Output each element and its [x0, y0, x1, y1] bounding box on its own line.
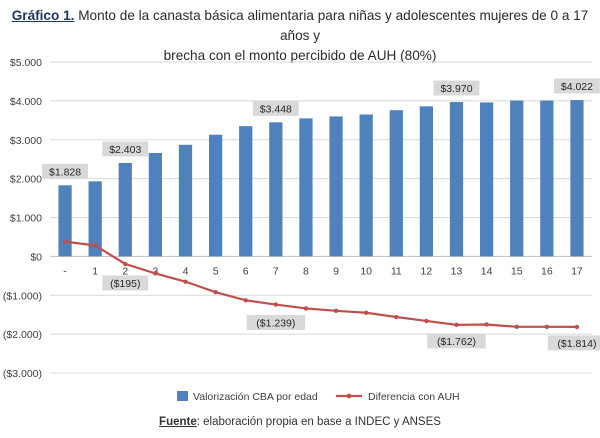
line-point — [153, 271, 158, 276]
y-tick-label: $5.000 — [10, 57, 42, 69]
data-label-bg — [547, 335, 600, 351]
data-label-bg — [102, 275, 149, 291]
x-tick-label: 16 — [541, 265, 553, 277]
x-tick-label: 15 — [511, 265, 523, 277]
line-point — [544, 324, 550, 330]
bar — [329, 116, 343, 257]
x-tick-label: 7 — [273, 265, 279, 277]
line-point — [273, 302, 279, 307]
data-label: $3.448 — [260, 103, 292, 115]
chart-title: Gráfico 1. Monto de la canasta básica al… — [0, 6, 600, 66]
source-label: Fuente — [159, 416, 197, 428]
y-tick-label: $4.000 — [10, 96, 42, 108]
data-label: ($195) — [110, 278, 140, 290]
bar — [178, 144, 193, 257]
bar — [419, 106, 434, 257]
bar — [239, 126, 253, 257]
line-point — [62, 239, 68, 244]
source-text: : elaboración propia en base a INDEC y A… — [196, 416, 441, 428]
x-tick-label: 1 — [92, 265, 98, 277]
y-tick-label: $0 — [30, 251, 42, 263]
title-line-2: brecha con el monto percibido de AUH (80… — [163, 48, 437, 63]
line-point — [243, 298, 248, 303]
x-tick-label: 12 — [421, 265, 433, 277]
data-label-bg — [42, 163, 88, 179]
bar — [118, 162, 132, 257]
x-tick-label: 10 — [360, 265, 372, 277]
bar — [148, 152, 163, 257]
line-point — [183, 279, 188, 284]
data-label: ($1.814) — [557, 338, 596, 350]
y-tick-label: ($1.000) — [3, 290, 42, 302]
data-label: $4.022 — [561, 81, 593, 93]
x-tick-label: 5 — [213, 265, 219, 277]
x-tick-label: 11 — [391, 265, 402, 277]
legend-label-bar: Valorización CBA por edad — [193, 391, 318, 403]
data-label: $2.403 — [109, 144, 141, 156]
bar — [208, 134, 223, 257]
x-tick-label: - — [63, 265, 67, 277]
bar — [299, 118, 313, 257]
data-label-bg — [102, 141, 149, 157]
line-point — [514, 324, 519, 330]
y-tick-label: $3.000 — [10, 135, 42, 147]
bar — [540, 100, 554, 257]
data-label: ($1.239) — [256, 318, 295, 330]
line-point — [454, 322, 459, 328]
bar — [389, 110, 403, 257]
line-point — [424, 318, 429, 324]
legend-label-line: Diferencia con AUH — [368, 391, 460, 403]
bar — [449, 102, 464, 257]
data-label-bg — [554, 78, 600, 94]
line-point — [123, 261, 128, 267]
bar — [359, 114, 373, 257]
line-point — [363, 310, 369, 315]
x-tick-label: 17 — [571, 265, 583, 277]
line-point — [213, 289, 218, 295]
x-tick-label: 9 — [333, 265, 339, 277]
title-line-1: Monto de la canasta básica alimentaria p… — [78, 8, 589, 43]
y-tick-label: ($2.000) — [3, 329, 42, 341]
x-tick-label: 2 — [122, 265, 128, 277]
data-label: ($1.762) — [437, 336, 476, 348]
x-tick-label: 4 — [183, 265, 189, 277]
data-label-bg — [427, 333, 486, 349]
data-label-bg — [433, 80, 480, 96]
line-point — [92, 243, 98, 248]
data-label: $1.828 — [49, 166, 81, 178]
y-tick-label: ($3.000) — [3, 368, 42, 380]
bar — [58, 185, 72, 257]
line-point — [394, 314, 399, 320]
title-prefix: Gráfico 1. — [11, 8, 75, 23]
source-footer: Fuente: elaboración propia en base a IND… — [0, 416, 600, 428]
y-tick-label: $1.000 — [10, 213, 42, 225]
line-point — [303, 306, 309, 311]
y-tick-label: $2.000 — [10, 174, 42, 186]
x-tick-label: 8 — [303, 265, 309, 277]
x-tick-label: 13 — [451, 265, 463, 277]
line-series-diferencia — [64, 240, 577, 328]
data-label: $3.970 — [440, 83, 472, 95]
legend-marker-line — [346, 393, 352, 399]
data-label-bg — [246, 315, 306, 331]
bar — [510, 100, 524, 257]
line-point — [574, 324, 580, 330]
line-point — [484, 322, 489, 327]
x-tick-label: 14 — [481, 265, 493, 277]
x-tick-label: 6 — [243, 265, 249, 277]
line-point — [333, 308, 339, 313]
legend-swatch-bar — [177, 391, 188, 401]
data-label-bg — [252, 100, 299, 116]
bar — [88, 181, 102, 257]
bar — [479, 102, 494, 257]
bar — [570, 100, 584, 257]
bar — [269, 122, 283, 257]
